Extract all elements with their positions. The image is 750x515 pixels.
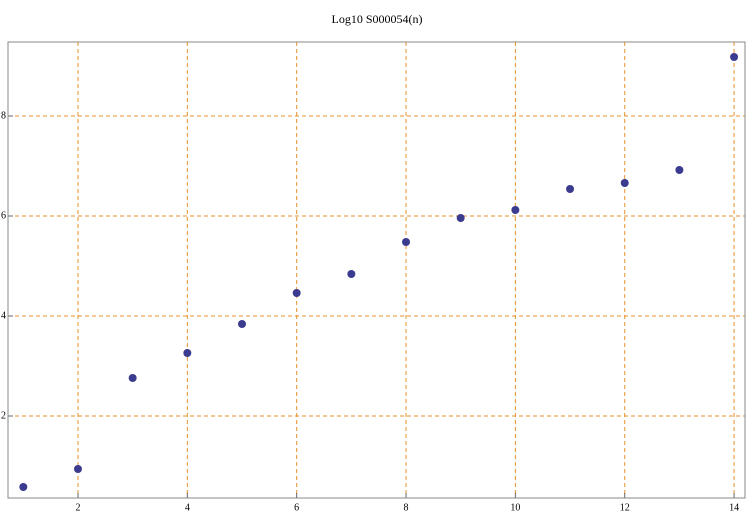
x-tick-label: 10: [510, 502, 520, 513]
y-tick-label: 2: [1, 410, 6, 421]
point: [402, 238, 411, 246]
point: [511, 206, 520, 214]
point: [292, 289, 301, 297]
point: [347, 270, 356, 278]
point: [620, 179, 629, 187]
point: [675, 166, 684, 174]
y-tick-label: 4: [1, 310, 6, 321]
x-tick-label: 14: [729, 502, 739, 513]
y-tick-label: 8: [1, 110, 6, 121]
x-tick-label: 12: [620, 502, 630, 513]
point: [566, 185, 575, 193]
point: [456, 214, 465, 222]
y-tick-label: 6: [1, 210, 6, 221]
x-tick-label: 8: [404, 502, 409, 513]
plot-frame: [7, 41, 746, 499]
point: [238, 320, 247, 328]
point: [73, 465, 82, 473]
point: [730, 53, 739, 61]
x-tick-label: 2: [75, 502, 80, 513]
x-tick-label: 6: [294, 502, 299, 513]
point: [19, 483, 28, 491]
point: [128, 374, 137, 382]
point: [183, 349, 192, 357]
x-tick-label: 4: [185, 502, 190, 513]
chart-title: Log10 S000054(n): [332, 12, 423, 26]
